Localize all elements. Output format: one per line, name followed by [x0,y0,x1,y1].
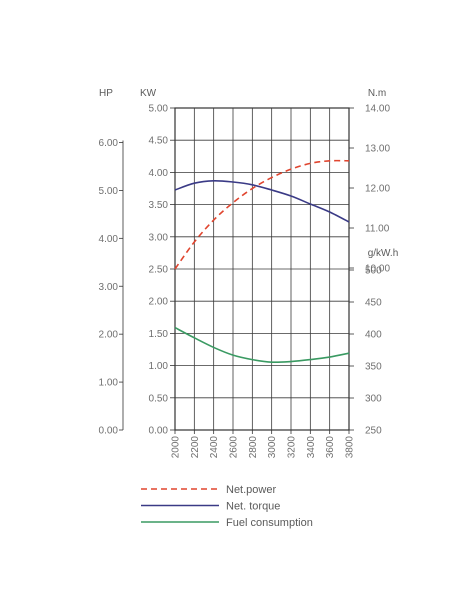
x-tick-label: 3600 [325,436,336,459]
hp-axis-tick-label: 3.00 [99,282,119,293]
kw-axis-tick-label: 2.50 [149,265,169,276]
kw-axis-tick-label: 0.00 [149,426,169,437]
torque-axis-tick-label: 10.00 [365,264,390,275]
kw-axis-tick-label: 2.00 [149,297,169,308]
kw-axis-unit-label: KW [140,88,157,99]
series [174,159,350,364]
grid [175,108,349,430]
x-tick-label: 2600 [229,436,240,459]
x-tick-label: 2800 [248,436,259,459]
kw-axis-tick-label: 3.50 [149,200,169,211]
hp-axis-unit-label: HP [99,88,113,99]
torque-axis-tick-label: 14.00 [365,104,390,115]
fuel-axis-tick-label: 250 [365,426,382,437]
x-tick-label: 3400 [306,436,317,459]
fuel-axis-tick-label: 500 [365,266,382,277]
x-tick-label: 3000 [267,436,278,459]
torque-axis-tick-label: 11.00 [365,224,390,235]
x-tick-label: 2000 [171,436,182,459]
x-tick-label: 2200 [190,436,201,459]
hp-axis-tick-label: 2.00 [99,330,119,341]
series-line-fuel-consumption [174,326,350,364]
kw-axis-tick-label: 0.50 [149,393,169,404]
axes: 2000 2200 2400 2600 2800 3000 3200 3400 3600 3800… [99,88,399,458]
x-tick-label: 2400 [209,436,220,459]
legend: Net.power Net. torque Fuel consumption [141,484,313,529]
legend-label: Fuel consumption [226,517,313,529]
hp-axis-tick-label: 4.00 [99,234,119,245]
fuel-axis-tick-label: 350 [365,362,382,373]
x-tick-label: 3200 [287,436,298,459]
kw-axis-tick-label: 4.00 [149,168,169,179]
series-line-net-power [174,159,350,270]
hp-axis-tick-label: 1.00 [99,378,119,389]
series-line-net-torque [174,179,350,223]
hp-axis-tick-label: 5.00 [99,186,119,197]
kw-axis-tick-label: 3.00 [149,232,169,243]
torque-axis-tick-label: 13.00 [365,144,390,155]
kw-axis-tick-label: 1.00 [149,361,169,372]
hp-axis-tick-label: 6.00 [99,138,119,149]
kw-axis-tick-label: 4.50 [149,136,169,147]
fuel-axis-tick-label: 400 [365,330,382,341]
fuel-axis-tick-label: 450 [365,298,382,309]
hp-axis-tick-label: 0.00 [99,426,119,437]
fuel-axis-unit-label: g/kW.h [368,248,399,259]
kw-axis-tick-label: 5.00 [149,104,169,115]
legend-label: Net.power [226,484,276,496]
fuel-axis-tick-label: 300 [365,394,382,405]
torque-axis-tick-label: 12.00 [365,184,390,195]
torque-axis-unit-label: N.m [368,88,386,99]
kw-axis-tick-label: 1.50 [149,329,169,340]
x-tick-label: 3800 [345,436,356,459]
legend-label: Net. torque [226,501,280,513]
